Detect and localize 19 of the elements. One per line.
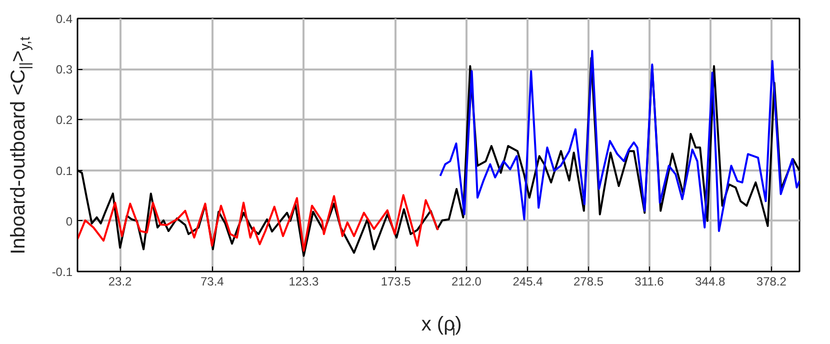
x-tick-label: 344.8 bbox=[695, 274, 726, 288]
y-tick-label: -0.1 bbox=[52, 265, 73, 279]
line-series bbox=[78, 194, 440, 252]
y-axis-title: Inboard-outboard <C||>y,t bbox=[8, 36, 32, 254]
x-tick-label: 123.3 bbox=[288, 274, 320, 288]
x-tick-label: 378.2 bbox=[756, 274, 787, 288]
x-tick-label: 311.6 bbox=[634, 274, 664, 288]
y-tick-label: 0.3 bbox=[56, 62, 73, 77]
x-tick-label: 278.5 bbox=[573, 274, 604, 288]
y-tick-label: 0.4 bbox=[56, 12, 73, 26]
y-tick-label: 0.2 bbox=[56, 113, 73, 128]
x-tick-label: 245.4 bbox=[512, 274, 544, 288]
y-tick-label: 0 bbox=[66, 214, 73, 228]
line-series bbox=[439, 50, 800, 232]
x-tick-label: 212.0 bbox=[451, 274, 482, 288]
x-tick-label: 173.5 bbox=[380, 274, 412, 288]
x-tick-label: 73.4 bbox=[200, 274, 224, 288]
x-tick-label: 23.2 bbox=[108, 274, 132, 288]
y-tick-label: 0.1 bbox=[56, 164, 73, 178]
